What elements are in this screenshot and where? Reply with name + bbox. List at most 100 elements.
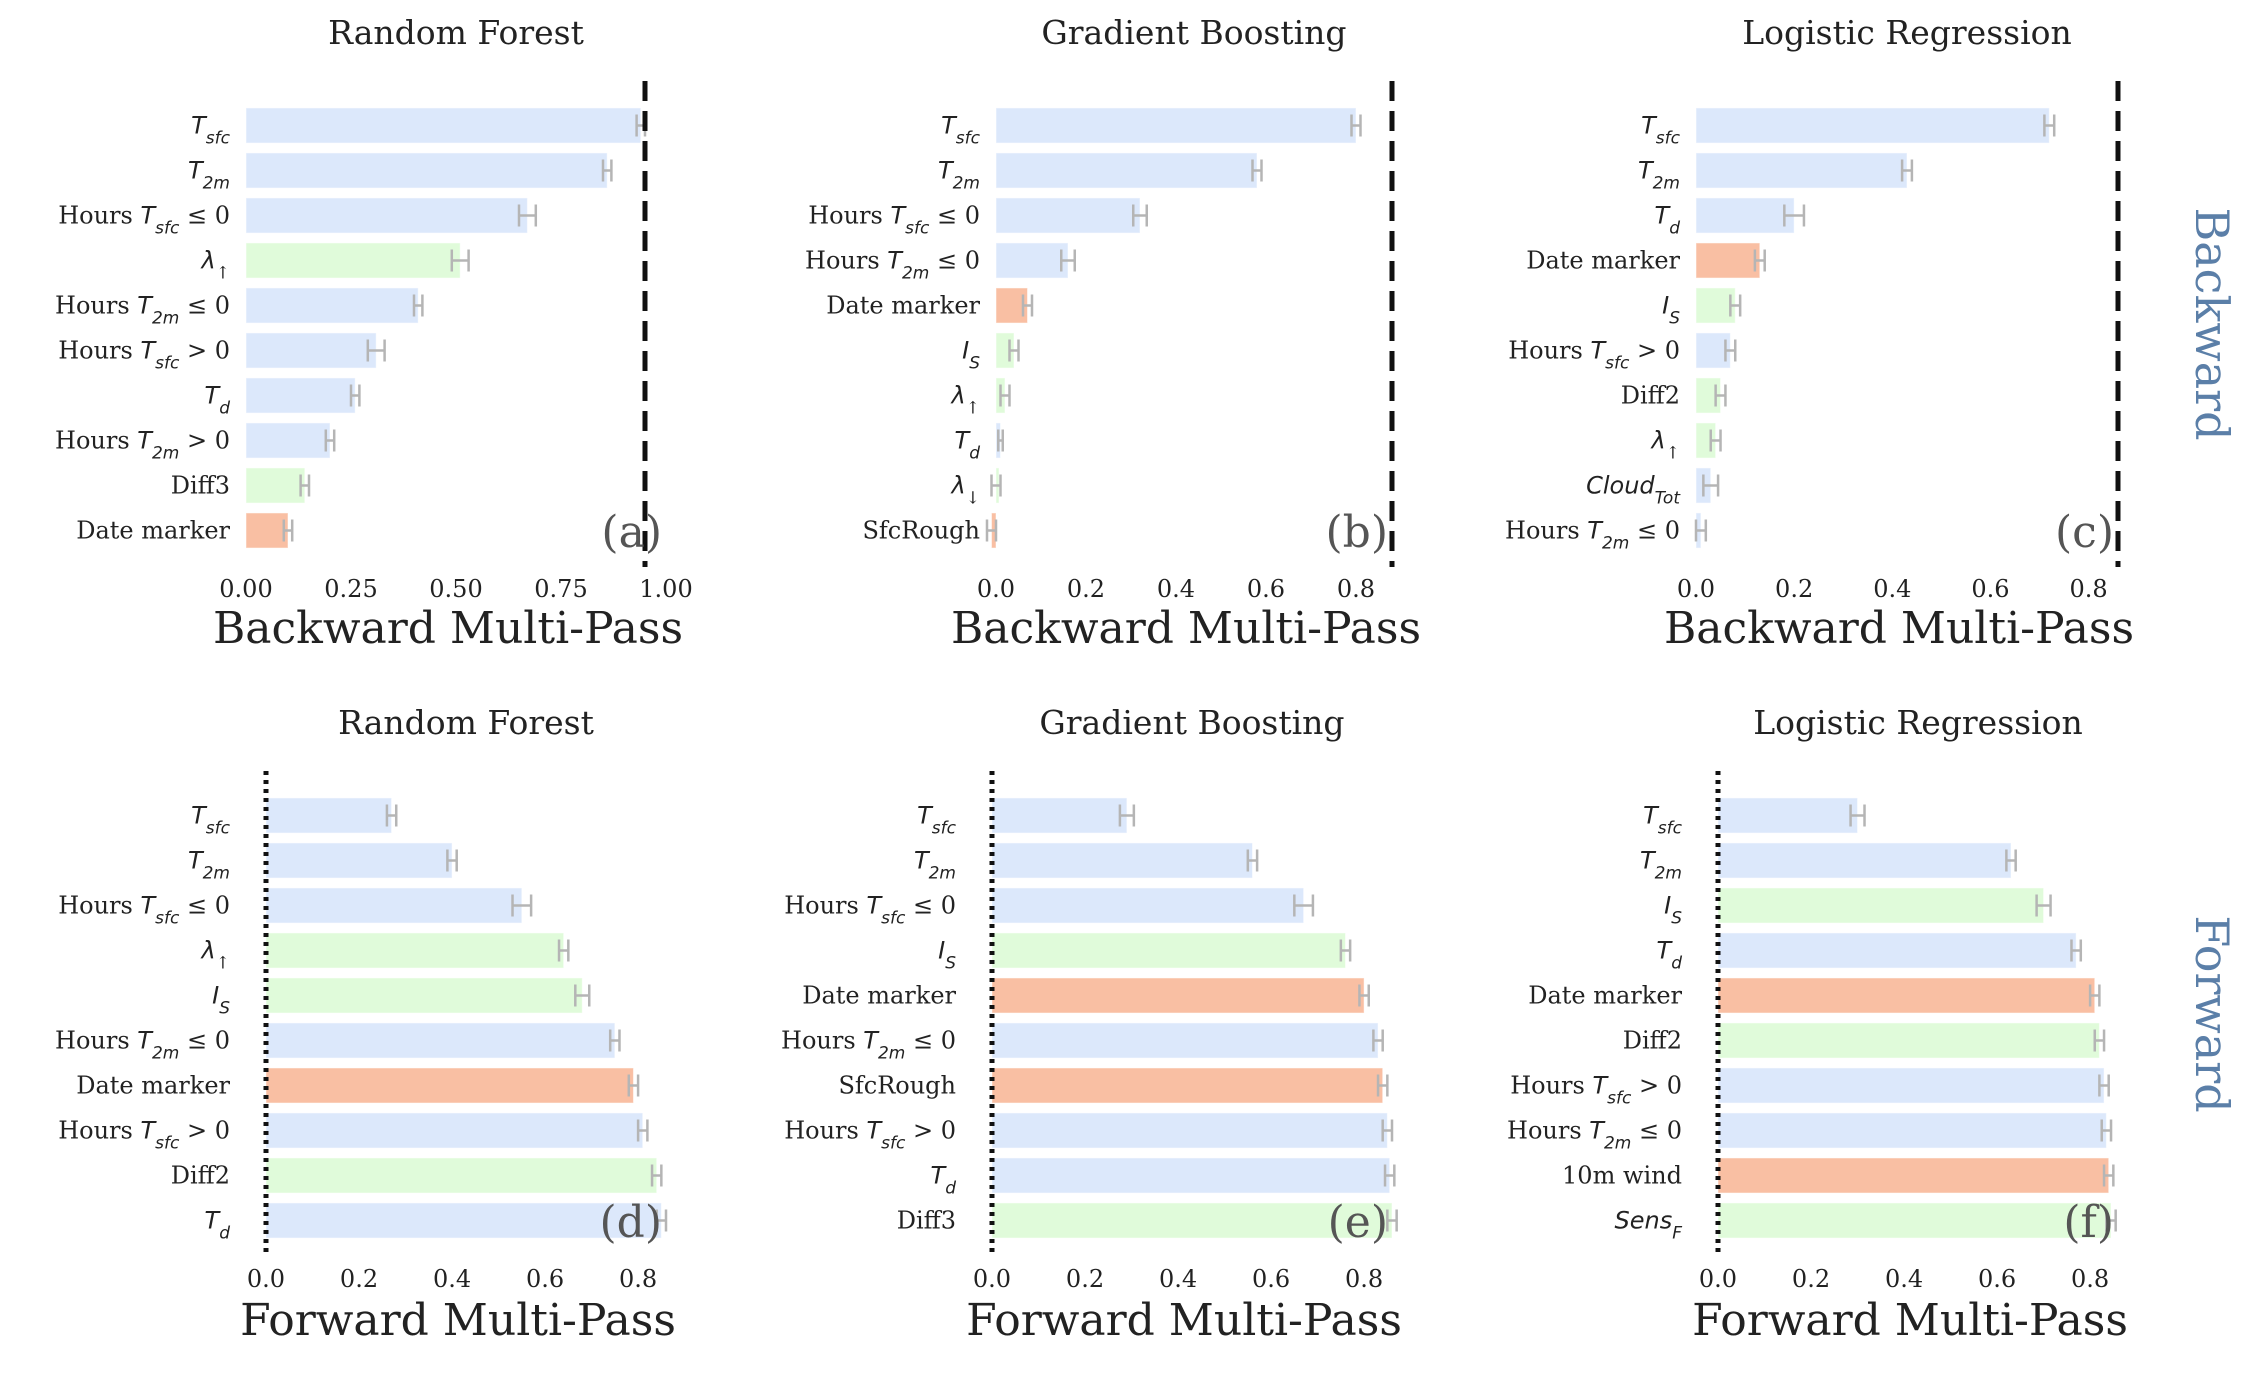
- bar: [1717, 1112, 2107, 1149]
- error-bar: [2043, 114, 2056, 137]
- x-axis-label: Backward Multi-Pass: [213, 603, 683, 654]
- x-tick-label: 0.50: [429, 575, 482, 603]
- category-label: λ↑: [1650, 427, 1680, 464]
- category-label: SfcRough: [838, 1072, 956, 1100]
- bar: [991, 1067, 1384, 1104]
- error-bar: [2098, 1074, 2110, 1097]
- category-label: Date marker: [802, 982, 956, 1010]
- category-label: Hours Tsfc ≤ 0: [58, 892, 230, 929]
- error-bar: [450, 249, 470, 272]
- bar: [1717, 1022, 2100, 1059]
- x-tick-label: 0.8: [619, 1265, 657, 1293]
- bar: [991, 1202, 1393, 1239]
- category-label: Date marker: [826, 292, 980, 320]
- x-tick-label: 1.00: [639, 575, 692, 603]
- error-bar: [2088, 984, 2101, 1007]
- category-label: Tsfc: [917, 802, 957, 839]
- chart-title: Random Forest: [328, 13, 584, 52]
- bar: [265, 887, 523, 924]
- bar: [245, 197, 528, 234]
- error-bar: [1729, 294, 1742, 317]
- category-label: SensF: [1615, 1207, 1683, 1244]
- category-label: Hours T2m ≤ 0: [1505, 517, 1680, 554]
- chart-title: Logistic Regression: [1753, 703, 2083, 742]
- x-axis-label: Forward Multi-Pass: [1692, 1295, 2128, 1346]
- category-label: Hours T2m ≤ 0: [805, 247, 980, 284]
- category-label: IS: [1664, 892, 1682, 929]
- bar: [265, 932, 565, 969]
- bar: [1717, 932, 2077, 969]
- x-tick-label: 0.0: [1677, 575, 1715, 603]
- error-bar: [1358, 984, 1370, 1007]
- category-label: T2m: [1640, 847, 1682, 884]
- error-bar: [1724, 339, 1737, 362]
- x-tick-label: 0.2: [1066, 1265, 1104, 1293]
- chart-panel: Gradient Boosting Tsfc T2m Hours Tsfc ≤ 0 Ho…: [805, 13, 1421, 654]
- category-label: CloudTot: [1586, 472, 1681, 509]
- bar: [1717, 1202, 2112, 1239]
- bar: [991, 932, 1346, 969]
- bar: [995, 197, 1141, 234]
- panel-letter: (f): [2063, 1197, 2114, 1248]
- x-tick-label: 0.00: [219, 575, 272, 603]
- bar: [995, 242, 1069, 279]
- error-bar: [1709, 429, 1722, 452]
- bar: [991, 1157, 1391, 1194]
- error-bar: [574, 984, 591, 1007]
- category-label: Hours Tsfc > 0: [1508, 337, 1680, 374]
- category-label: Tsfc: [941, 112, 981, 149]
- bar: [1717, 842, 2012, 879]
- bar: [245, 332, 377, 369]
- category-label: Hours T2m > 0: [55, 427, 230, 464]
- category-label: Hours Tsfc > 0: [1510, 1072, 1682, 1109]
- category-label: 10m wind: [1562, 1162, 1682, 1190]
- x-tick-label: 0.0: [973, 1265, 1011, 1293]
- category-label: Diff3: [171, 472, 230, 500]
- bar: [265, 1112, 644, 1149]
- error-bar: [601, 159, 613, 182]
- x-tick-label: 0.2: [340, 1265, 378, 1293]
- error-bar: [650, 1164, 663, 1187]
- category-label: SfcRough: [862, 517, 980, 545]
- bar: [1695, 287, 1736, 324]
- error-bar: [997, 429, 1004, 452]
- category-label: Td: [205, 382, 231, 419]
- error-bar: [608, 1029, 621, 1052]
- category-label: Hours Tsfc ≤ 0: [808, 202, 980, 239]
- panel-letter: (e): [1328, 1197, 1388, 1248]
- x-tick-label: 0.4: [1159, 1265, 1197, 1293]
- x-tick-label: 0.0: [247, 1265, 285, 1293]
- chart-title: Gradient Boosting: [1039, 703, 1344, 742]
- chart-panel: Random Forest Tsfc T2m Hours Tsfc ≤ 0 λ↑ IS Ho…: [55, 703, 676, 1346]
- category-label: Diff3: [897, 1207, 956, 1235]
- chart-panel: Gradient Boosting Tsfc T2m Hours Tsfc ≤ 0 IS…: [781, 703, 1402, 1346]
- error-bar: [1251, 159, 1263, 182]
- category-label: T2m: [914, 847, 956, 884]
- x-tick-label: 0.6: [1252, 1265, 1290, 1293]
- category-label: Hours T2m ≤ 0: [55, 292, 230, 329]
- x-axis-label: Backward Multi-Pass: [1664, 603, 2134, 654]
- x-tick-label: 0.6: [1247, 575, 1285, 603]
- error-bar: [557, 939, 570, 962]
- x-tick-label: 0.8: [1337, 575, 1375, 603]
- x-tick-label: 0.2: [1792, 1265, 1830, 1293]
- error-bar: [511, 894, 533, 917]
- category-label: Td: [1657, 937, 1683, 974]
- x-axis-label: Forward Multi-Pass: [240, 1295, 676, 1346]
- error-bar: [1694, 519, 1708, 542]
- error-bar: [990, 474, 1002, 497]
- bar: [245, 152, 608, 189]
- error-bar: [324, 429, 336, 452]
- x-tick-label: 0.4: [1873, 575, 1911, 603]
- panel-letter: (d): [600, 1197, 663, 1248]
- error-bar: [1702, 474, 1720, 497]
- bar: [265, 842, 453, 879]
- error-bar: [1386, 1209, 1398, 1232]
- bar: [1717, 797, 1859, 834]
- category-label: Tsfc: [191, 802, 231, 839]
- error-bar: [299, 474, 311, 497]
- bar: [265, 1022, 616, 1059]
- error-bar: [1753, 249, 1766, 272]
- category-label: Hours Tsfc ≤ 0: [58, 202, 230, 239]
- bar: [245, 512, 289, 549]
